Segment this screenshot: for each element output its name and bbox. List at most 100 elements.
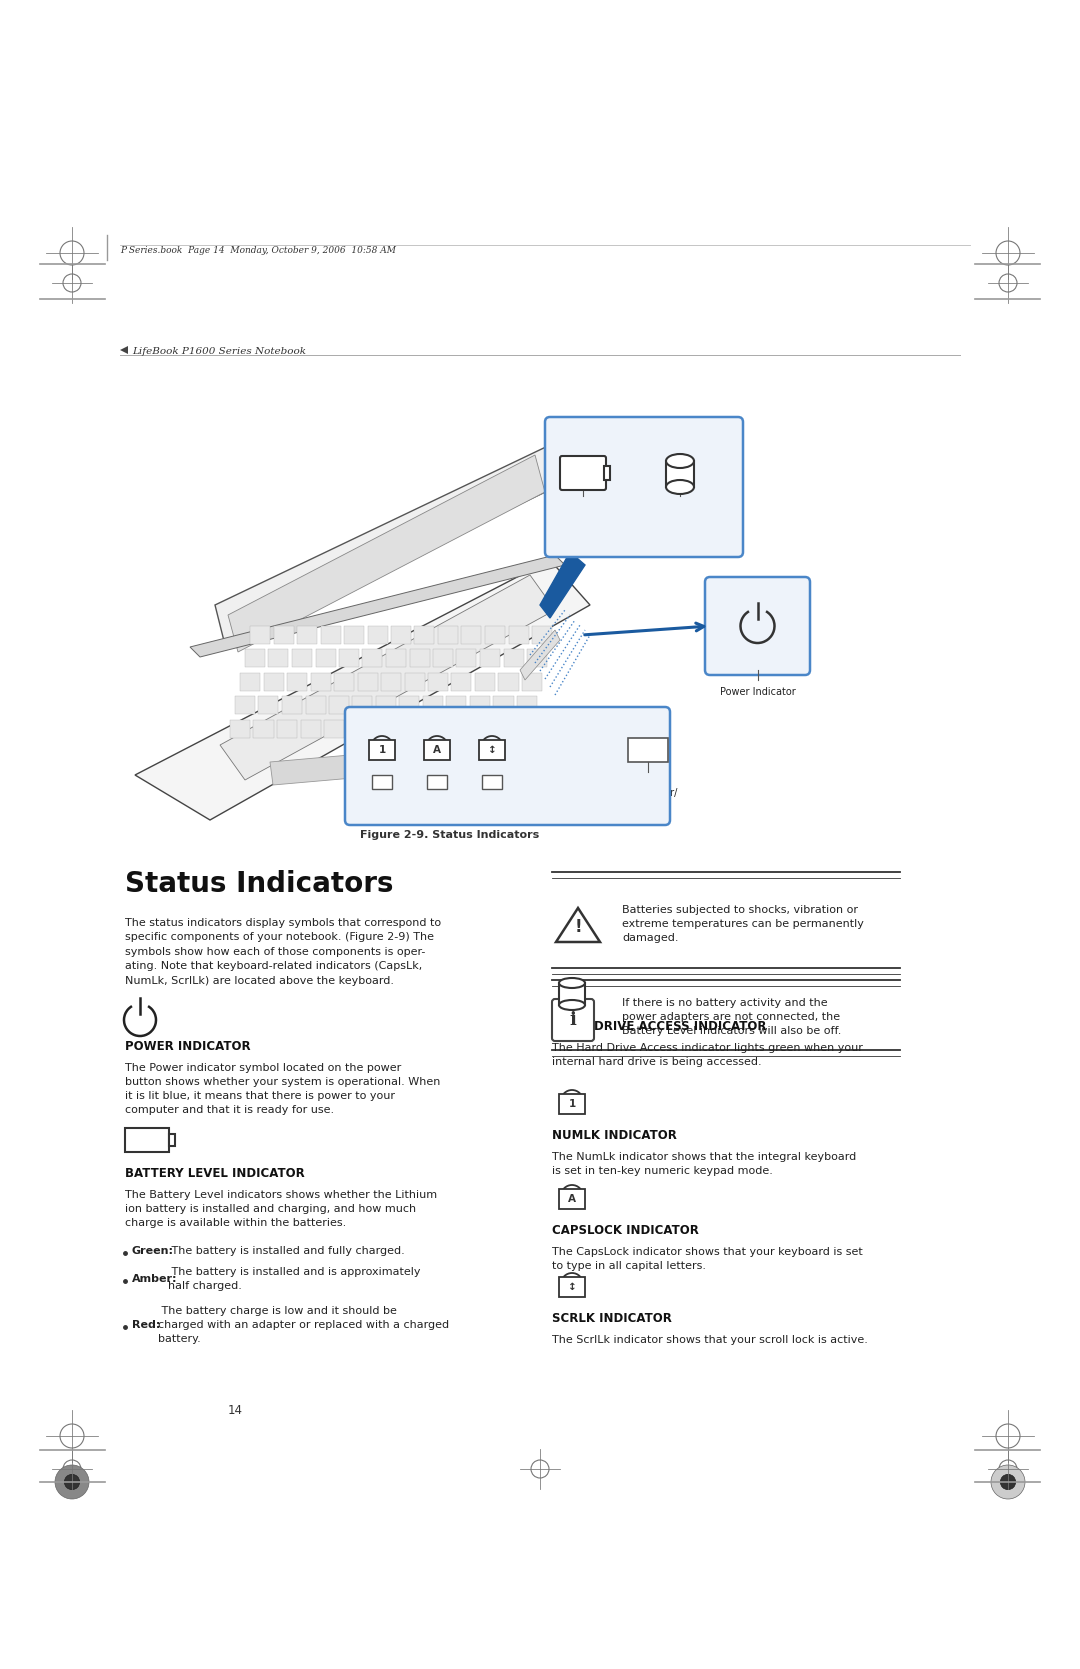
Polygon shape — [556, 908, 600, 941]
Bar — [438, 626, 458, 644]
Text: Battery
Level: Battery Level — [565, 517, 602, 541]
Text: i: i — [569, 1011, 577, 1030]
Text: A: A — [568, 1193, 576, 1203]
Text: The Hard Drive Access indicator lights green when your
internal hard drive is be: The Hard Drive Access indicator lights g… — [552, 1043, 863, 1066]
Polygon shape — [270, 754, 353, 784]
Text: The CapsLock indicator shows that your keyboard is set
to type in all capital le: The CapsLock indicator shows that your k… — [552, 1247, 863, 1272]
Bar — [334, 673, 354, 691]
Text: HARD DRIVE ACCESS INDICATOR: HARD DRIVE ACCESS INDICATOR — [552, 1020, 767, 1033]
Polygon shape — [120, 345, 129, 354]
Bar — [372, 774, 392, 789]
Circle shape — [1000, 1474, 1015, 1490]
Bar — [339, 649, 359, 668]
FancyBboxPatch shape — [559, 1093, 585, 1113]
Text: The ScrlLk indicator shows that your scroll lock is active.: The ScrlLk indicator shows that your scr… — [552, 1335, 868, 1345]
Bar — [470, 696, 490, 714]
Bar — [240, 673, 260, 691]
FancyBboxPatch shape — [559, 1188, 585, 1208]
Bar — [297, 626, 318, 644]
Text: CapsLk: CapsLk — [419, 789, 455, 799]
Polygon shape — [540, 552, 585, 618]
Bar — [418, 719, 438, 738]
Text: SCRLK INDICATOR: SCRLK INDICATOR — [552, 1312, 672, 1325]
Text: Figure 2-9. Status Indicators: Figure 2-9. Status Indicators — [361, 829, 540, 840]
Text: 1: 1 — [568, 1098, 576, 1108]
Bar — [512, 719, 532, 738]
Polygon shape — [215, 446, 561, 644]
Bar — [509, 626, 528, 644]
Text: Amber:: Amber: — [132, 1273, 177, 1283]
Text: AC Adapter/
Charging: AC Adapter/ Charging — [619, 788, 677, 811]
Bar — [499, 673, 518, 691]
Bar — [168, 1133, 175, 1147]
Bar — [321, 626, 340, 644]
Bar — [249, 626, 270, 644]
Text: BATTERY LEVEL INDICATOR: BATTERY LEVEL INDICATOR — [125, 1167, 305, 1180]
Bar — [428, 673, 448, 691]
Text: The status indicators display symbols that correspond to
specific components of : The status indicators display symbols th… — [125, 918, 441, 986]
Bar — [494, 696, 513, 714]
Text: The battery is installed and fully charged.: The battery is installed and fully charg… — [168, 1247, 405, 1257]
FancyBboxPatch shape — [552, 1000, 594, 1041]
Text: Hard
Drive
Access: Hard Drive Access — [663, 506, 697, 539]
Bar — [532, 626, 552, 644]
Polygon shape — [519, 629, 561, 679]
Bar — [282, 696, 302, 714]
FancyBboxPatch shape — [480, 739, 505, 759]
Bar — [273, 626, 294, 644]
Bar — [482, 774, 502, 789]
Text: Red:: Red: — [132, 1320, 160, 1330]
Text: !: ! — [575, 918, 582, 936]
Bar — [276, 719, 297, 738]
Text: Status Indicators: Status Indicators — [125, 870, 393, 898]
Ellipse shape — [559, 978, 585, 988]
Text: The battery is installed and is approximately
half charged.: The battery is installed and is approxim… — [168, 1267, 421, 1292]
Bar — [269, 649, 288, 668]
Bar — [465, 719, 485, 738]
Bar — [517, 696, 537, 714]
Bar — [480, 649, 500, 668]
Bar — [386, 649, 406, 668]
Bar — [230, 719, 249, 738]
Bar — [348, 719, 367, 738]
Polygon shape — [220, 576, 555, 779]
Bar — [461, 626, 482, 644]
FancyBboxPatch shape — [424, 739, 450, 759]
Text: P Series.book  Page 14  Monday, October 9, 2006  10:58 AM: P Series.book Page 14 Monday, October 9,… — [120, 245, 396, 255]
Bar — [423, 696, 443, 714]
Bar — [433, 649, 453, 668]
Bar — [446, 696, 467, 714]
FancyBboxPatch shape — [125, 1128, 168, 1152]
Bar — [409, 649, 430, 668]
Bar — [559, 983, 585, 1005]
Bar — [352, 696, 373, 714]
Bar — [475, 673, 495, 691]
Text: ↕: ↕ — [568, 1282, 577, 1292]
Bar — [306, 696, 325, 714]
Polygon shape — [135, 561, 590, 819]
Text: If there is no battery activity and the
power adapters are not connected, the
Ba: If there is no battery activity and the … — [622, 998, 841, 1036]
Bar — [522, 673, 542, 691]
Bar — [604, 466, 610, 481]
Text: The Power indicator symbol located on the power
button shows whether your system: The Power indicator symbol located on th… — [125, 1063, 441, 1115]
Ellipse shape — [666, 481, 694, 494]
Ellipse shape — [666, 454, 694, 467]
Bar — [666, 461, 694, 487]
Bar — [488, 719, 509, 738]
Text: Batteries subjected to shocks, vibration or
extreme temperatures can be permanen: Batteries subjected to shocks, vibration… — [622, 905, 864, 943]
Bar — [457, 649, 476, 668]
Bar — [235, 696, 255, 714]
Text: NUMLK INDICATOR: NUMLK INDICATOR — [552, 1128, 677, 1142]
Bar — [264, 673, 283, 691]
Text: The battery charge is low and it should be
charged with an adapter or replaced w: The battery charge is low and it should … — [158, 1307, 449, 1344]
Bar — [503, 649, 524, 668]
Bar — [485, 626, 505, 644]
FancyBboxPatch shape — [369, 739, 395, 759]
Bar — [357, 673, 378, 691]
Polygon shape — [414, 729, 470, 819]
Bar — [367, 626, 388, 644]
Bar — [381, 673, 401, 691]
Polygon shape — [228, 456, 545, 653]
Text: NumLk: NumLk — [365, 789, 400, 799]
Polygon shape — [190, 556, 565, 658]
